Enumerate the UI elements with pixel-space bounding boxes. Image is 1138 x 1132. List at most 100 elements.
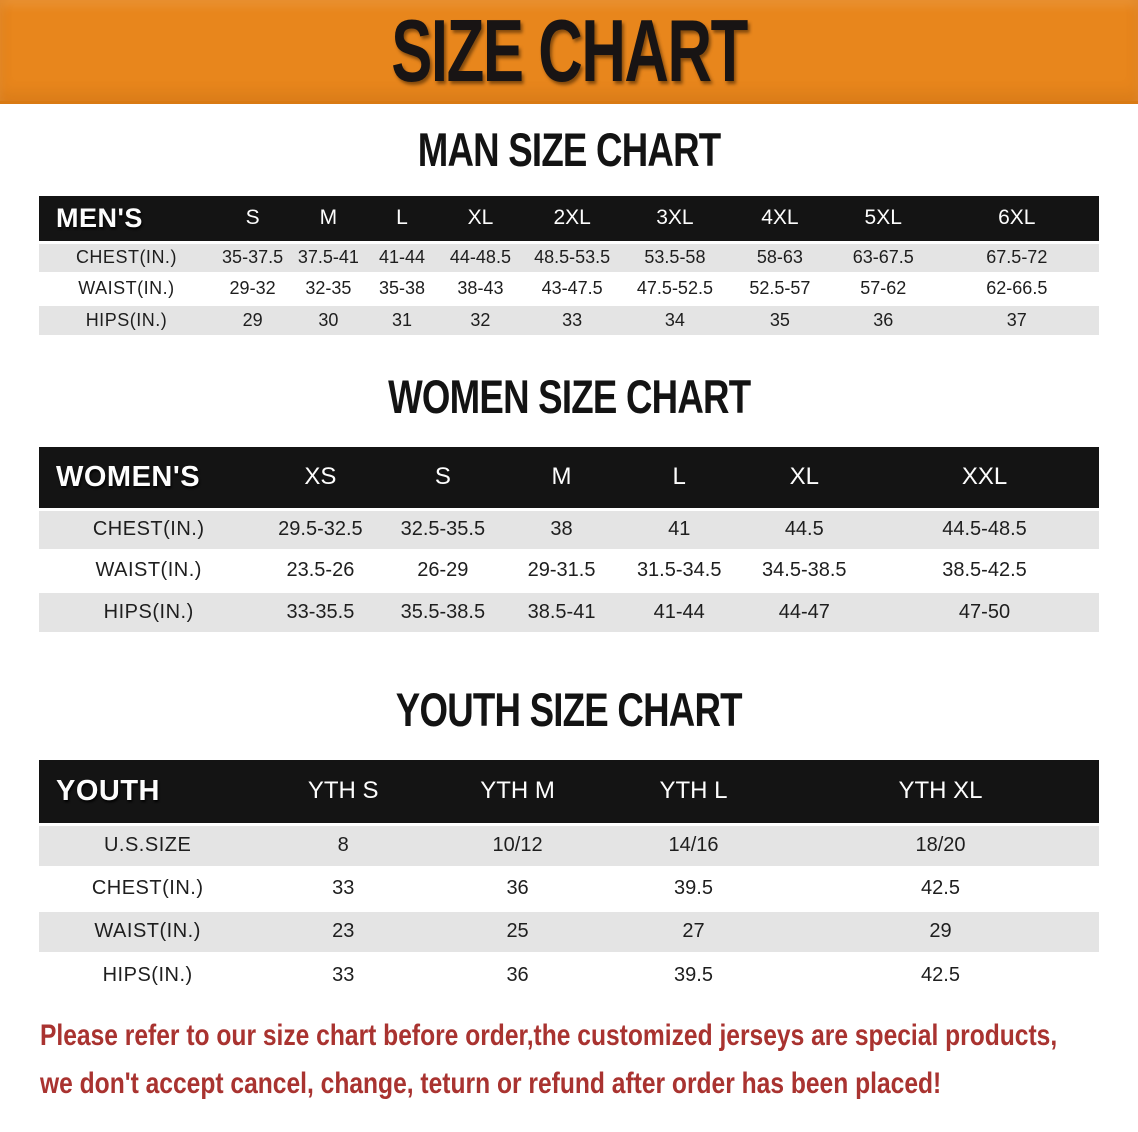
cell: 33 bbox=[256, 865, 431, 910]
disclaimer-note: Please refer to our size chart before or… bbox=[0, 1012, 1138, 1108]
cell: 41 bbox=[619, 507, 739, 550]
youth-size-header: YTH M bbox=[430, 760, 606, 824]
women-hips-row: HIPS(IN.) 33-35.5 35.5-38.5 38.5-41 41-4… bbox=[39, 589, 1099, 632]
cell: 29-31.5 bbox=[503, 548, 620, 591]
men-header-row: MEN'S S M L XL 2XL 3XL 4XL 5XL 6XL bbox=[39, 196, 1099, 242]
cell: 35.5-38.5 bbox=[382, 589, 504, 632]
row-label: WAIST(IN.) bbox=[39, 908, 257, 953]
row-label: CHEST(IN.) bbox=[39, 507, 259, 550]
cell: 18/20 bbox=[782, 822, 1099, 867]
cell: 36 bbox=[430, 951, 606, 996]
cell: 39.5 bbox=[605, 951, 783, 996]
men-section-title-text: MAN SIZE CHART bbox=[417, 123, 721, 176]
men-category-header: MEN'S bbox=[39, 196, 214, 242]
men-size-header: 6XL bbox=[934, 196, 1099, 242]
women-section-title-text: WOMEN SIZE CHART bbox=[387, 370, 751, 423]
cell: 38.5-41 bbox=[503, 589, 620, 632]
cell: 38 bbox=[503, 507, 620, 550]
cell: 38-43 bbox=[438, 271, 523, 304]
cell: 62-66.5 bbox=[934, 271, 1099, 304]
cell: 25 bbox=[430, 908, 606, 953]
youth-size-table: YOUTH YTH S YTH M YTH L YTH XL U.S.SIZE … bbox=[39, 760, 1099, 996]
row-label: HIPS(IN.) bbox=[39, 302, 214, 335]
youth-hips-row: HIPS(IN.) 33 36 39.5 42.5 bbox=[39, 951, 1099, 996]
cell: 47.5-52.5 bbox=[621, 271, 728, 304]
men-chest-row: CHEST(IN.) 35-37.5 37.5-41 41-44 44-48.5… bbox=[39, 240, 1099, 273]
disclaimer-line-2: we don't accept cancel, change, teturn o… bbox=[40, 1067, 942, 1100]
cell: 29-32 bbox=[213, 271, 292, 304]
youth-section-title: YOUTH SIZE CHART bbox=[39, 684, 1099, 736]
cell: 36 bbox=[831, 302, 935, 335]
youth-section-title-text: YOUTH SIZE CHART bbox=[396, 683, 743, 736]
cell: 44.5 bbox=[738, 507, 870, 550]
youth-category-header: YOUTH bbox=[39, 760, 257, 824]
men-size-table: MEN'S S M L XL 2XL 3XL 4XL 5XL 6XL CHEST… bbox=[39, 196, 1099, 335]
cell: 35-38 bbox=[365, 271, 439, 304]
row-label: HIPS(IN.) bbox=[39, 951, 257, 996]
youth-header-row: YOUTH YTH S YTH M YTH L YTH XL bbox=[39, 760, 1099, 824]
cell: 14/16 bbox=[605, 822, 783, 867]
cell: 37.5-41 bbox=[291, 240, 366, 273]
men-size-header: 3XL bbox=[621, 196, 728, 242]
women-size-header: S bbox=[382, 447, 504, 509]
cell: 38.5-42.5 bbox=[870, 548, 1099, 591]
cell: 67.5-72 bbox=[934, 240, 1099, 273]
cell: 47-50 bbox=[870, 589, 1099, 632]
cell: 63-67.5 bbox=[831, 240, 935, 273]
men-size-header: S bbox=[213, 196, 292, 242]
cell: 32-35 bbox=[291, 271, 366, 304]
cell: 23.5-26 bbox=[258, 548, 383, 591]
cell: 35 bbox=[727, 302, 832, 335]
row-label: WAIST(IN.) bbox=[39, 548, 259, 591]
cell: 10/12 bbox=[430, 822, 606, 867]
cell: 26-29 bbox=[382, 548, 504, 591]
cell: 41-44 bbox=[619, 589, 739, 632]
row-label: U.S.SIZE bbox=[39, 822, 257, 867]
women-waist-row: WAIST(IN.) 23.5-26 26-29 29-31.5 31.5-34… bbox=[39, 548, 1099, 591]
cell: 43-47.5 bbox=[522, 271, 622, 304]
disclaimer-line-1: Please refer to our size chart before or… bbox=[40, 1019, 1058, 1052]
cell: 48.5-53.5 bbox=[522, 240, 622, 273]
youth-size-header: YTH XL bbox=[782, 760, 1099, 824]
cell: 8 bbox=[256, 822, 431, 867]
row-label: HIPS(IN.) bbox=[39, 589, 259, 632]
women-size-header: XL bbox=[738, 447, 870, 509]
cell: 42.5 bbox=[782, 951, 1099, 996]
cell: 29 bbox=[782, 908, 1099, 953]
cell: 34 bbox=[621, 302, 728, 335]
women-size-header: XS bbox=[258, 447, 383, 509]
cell: 37 bbox=[934, 302, 1099, 335]
men-size-header: M bbox=[291, 196, 366, 242]
women-category-header: WOMEN'S bbox=[39, 447, 259, 509]
cell: 32.5-35.5 bbox=[382, 507, 504, 550]
row-label: CHEST(IN.) bbox=[39, 240, 214, 273]
women-size-header: M bbox=[503, 447, 620, 509]
cell: 34.5-38.5 bbox=[738, 548, 870, 591]
men-hips-row: HIPS(IN.) 29 30 31 32 33 34 35 36 37 bbox=[39, 302, 1099, 335]
cell: 31 bbox=[365, 302, 439, 335]
cell: 32 bbox=[438, 302, 523, 335]
cell: 53.5-58 bbox=[621, 240, 728, 273]
banner-title: SIZE CHART bbox=[391, 0, 748, 100]
men-size-header: L bbox=[365, 196, 439, 242]
cell: 29.5-32.5 bbox=[258, 507, 383, 550]
cell: 44-47 bbox=[738, 589, 870, 632]
cell: 29 bbox=[213, 302, 292, 335]
cell: 27 bbox=[605, 908, 783, 953]
women-size-table: WOMEN'S XS S M L XL XXL CHEST(IN.) 29.5-… bbox=[39, 447, 1099, 632]
cell: 58-63 bbox=[727, 240, 832, 273]
cell: 35-37.5 bbox=[213, 240, 292, 273]
cell: 57-62 bbox=[831, 271, 935, 304]
youth-ussize-row: U.S.SIZE 8 10/12 14/16 18/20 bbox=[39, 822, 1099, 867]
cell: 31.5-34.5 bbox=[619, 548, 739, 591]
cell: 33 bbox=[256, 951, 431, 996]
youth-waist-row: WAIST(IN.) 23 25 27 29 bbox=[39, 908, 1099, 953]
cell: 23 bbox=[256, 908, 431, 953]
women-chest-row: CHEST(IN.) 29.5-32.5 32.5-35.5 38 41 44.… bbox=[39, 507, 1099, 550]
row-label: WAIST(IN.) bbox=[39, 271, 214, 304]
row-label: CHEST(IN.) bbox=[39, 865, 257, 910]
women-size-header: XXL bbox=[870, 447, 1099, 509]
youth-chest-row: CHEST(IN.) 33 36 39.5 42.5 bbox=[39, 865, 1099, 910]
cell: 39.5 bbox=[605, 865, 783, 910]
youth-size-header: YTH S bbox=[256, 760, 431, 824]
